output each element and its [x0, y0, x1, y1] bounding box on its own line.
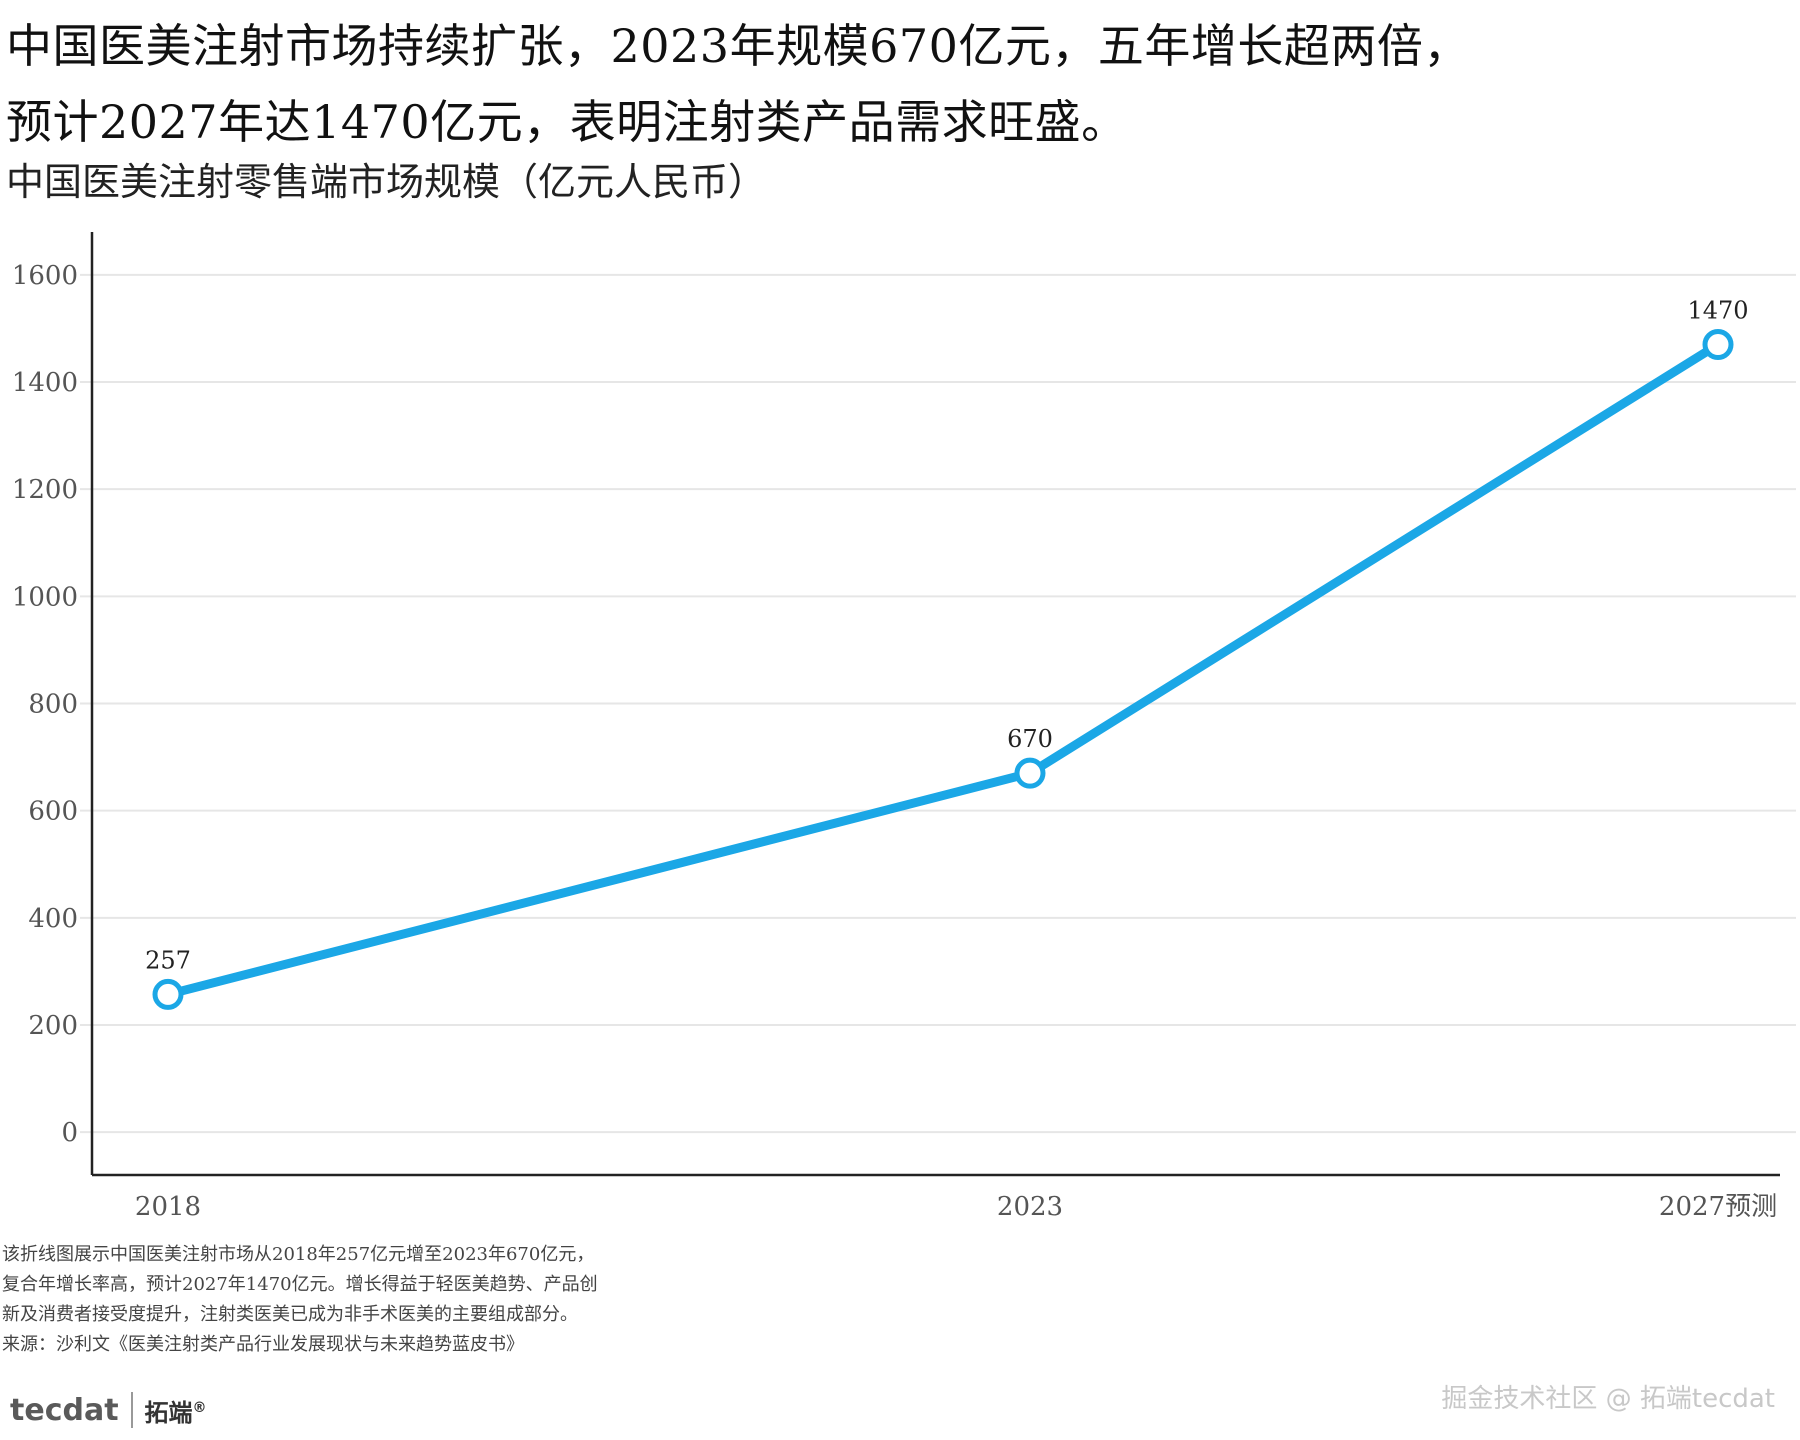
- y-tick-label-800: 800: [28, 690, 78, 720]
- registered-mark: ®: [192, 1399, 207, 1416]
- x-tick-label-2023: 2023: [997, 1192, 1063, 1220]
- tecdat-logo: tecdat 拓端®: [4, 1384, 207, 1439]
- data-point-2018: [152, 978, 184, 1010]
- logo-name-text: 拓端: [144, 1398, 193, 1427]
- x-tick-label-2018: 2018: [135, 1192, 201, 1220]
- caption-line-2: 复合年增长率高，预计2027年1470亿元。增长得益于轻医美趋势、产品创: [2, 1274, 598, 1295]
- data-label-2023: 670: [1007, 725, 1053, 753]
- data-point-2027预测: [1702, 329, 1734, 361]
- x-tick-labels: 2018 2023 2027预测: [135, 1192, 1777, 1220]
- y-tick-label-1600: 1600: [12, 261, 78, 291]
- chart-title: 中国医美注射零售端市场规模（亿元人民币）: [6, 160, 767, 204]
- data-labels: 257 670 1470: [145, 297, 1748, 975]
- y-tick-label-1000: 1000: [12, 582, 78, 612]
- series-line: [163, 340, 1723, 999]
- y-tick-labels: 0 200 400 600 800 1000 1200 1400 1600: [12, 261, 78, 1148]
- headline-line-2: 预计2027年达1470亿元，表明注射类产品需求旺盛。: [6, 95, 1128, 149]
- headline: 中国医美注射市场持续扩张，2023年规模670亿元，五年增长超两倍， 预计202…: [6, 8, 1786, 160]
- caption-source: 来源：沙利文《医美注射类产品行业发展现状与未来趋势蓝皮书》: [2, 1334, 524, 1355]
- y-tick-label-600: 600: [28, 797, 78, 827]
- chart-caption: 该折线图展示中国医美注射市场从2018年257亿元增至2023年670亿元， 复…: [2, 1240, 662, 1360]
- grid-lines: [80, 273, 1796, 1134]
- data-label-2027预测: 1470: [1687, 297, 1748, 325]
- axes: [90, 232, 1780, 1177]
- caption-line-1: 该折线图展示中国医美注射市场从2018年257亿元增至2023年670亿元，: [2, 1244, 595, 1265]
- y-tick-label-400: 400: [28, 904, 78, 934]
- logo-name: 拓端®: [145, 1393, 207, 1428]
- logo-mark: tecdat: [4, 1384, 119, 1439]
- x-tick-label-2027预测: 2027预测: [1659, 1192, 1777, 1220]
- y-tick-label-1400: 1400: [12, 368, 78, 398]
- y-tick-label-1200: 1200: [12, 475, 78, 505]
- y-tick-label-0: 0: [61, 1118, 78, 1148]
- y-tick-label-200: 200: [28, 1011, 78, 1041]
- headline-line-1: 中国医美注射市场持续扩张，2023年规模670亿元，五年增长超两倍，: [6, 19, 1470, 73]
- caption-line-3: 新及消费者接受度提升，注射类医美已成为非手术医美的主要组成部分。: [2, 1304, 578, 1325]
- watermark: 掘金技术社区 @ 拓端tecdat: [1441, 1384, 1775, 1414]
- series: [152, 329, 1734, 1010]
- data-label-2018: 257: [145, 946, 191, 974]
- data-point-2023: [1014, 757, 1046, 789]
- logo-divider: [130, 1392, 133, 1428]
